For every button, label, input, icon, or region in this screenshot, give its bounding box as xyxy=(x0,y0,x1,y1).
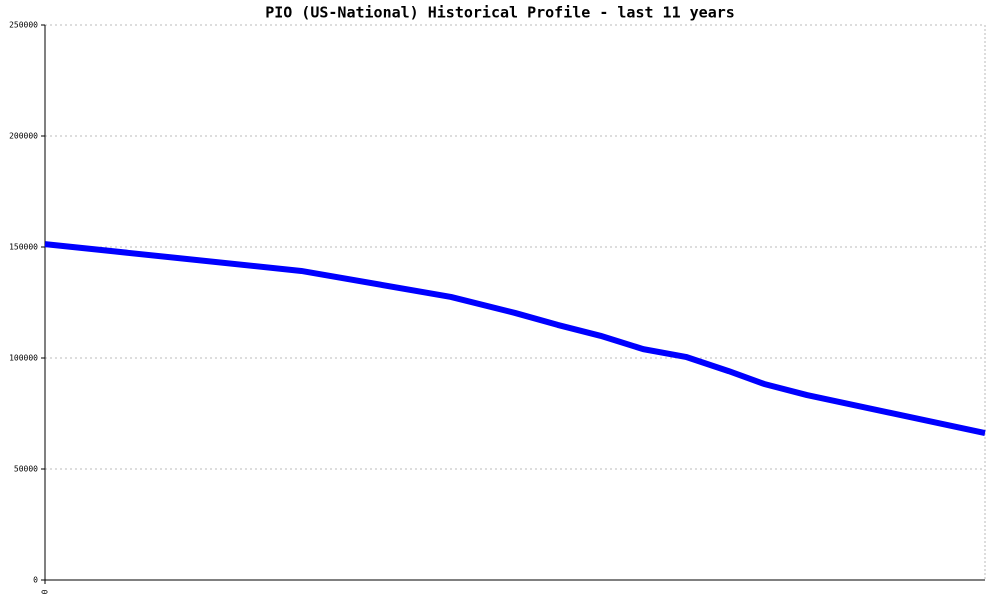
data-line xyxy=(44,241,986,436)
chart-title: PIO (US-National) Historical Profile - l… xyxy=(265,4,735,22)
y-tick-label: 100000 xyxy=(9,354,38,363)
x-tick-label: 0 xyxy=(41,589,50,594)
y-tick-label: 150000 xyxy=(9,243,38,252)
y-tick-label: 200000 xyxy=(9,132,38,141)
y-tick-label: 0 xyxy=(33,576,38,585)
y-tick-label: 250000 xyxy=(9,21,38,30)
y-tick-label: 50000 xyxy=(14,465,38,474)
